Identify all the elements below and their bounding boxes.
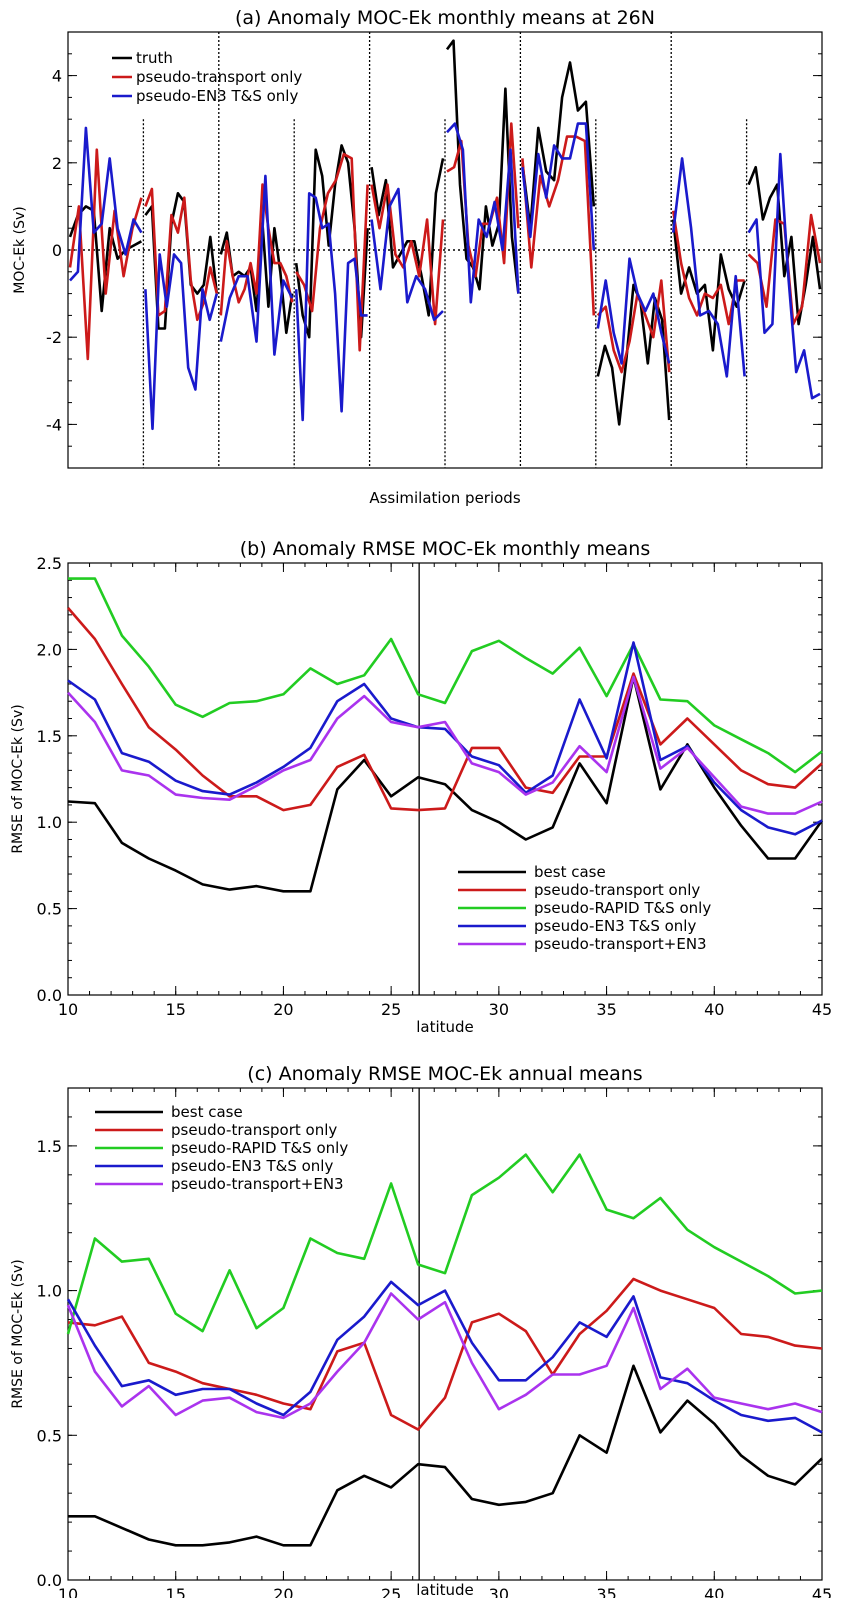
x-tick-label: 20 [273,1000,293,1019]
series-line-pseudo-en3-t-s-only [671,157,746,378]
legend-label-pseudo-en3-t-s-only: pseudo-EN3 T&S only [534,917,696,935]
legend-label-pseudo-en3-t-s-only: pseudo-EN3 T&S only [171,1157,333,1175]
x-tick-label: 15 [166,1000,186,1019]
x-axis-label: Assimilation periods [369,489,520,507]
legend-label-pseudo-rapid-t-s-only: pseudo-RAPID T&S only [534,899,711,917]
x-tick-label: 30 [489,1000,509,1019]
x-tick-label: 10 [58,1585,78,1598]
legend-label-pseudo-en3-t-s-only: pseudo-EN3 T&S only [136,87,298,105]
series-line-pseudo-en3-t-s-only [294,192,368,422]
series-line-pseudo-transport-en3 [67,675,823,815]
x-tick-label: 45 [812,1000,832,1019]
series-line-pseudo-rapid-t-s-only [66,1153,823,1335]
legend-label-pseudo-transport-en3: pseudo-transport+EN3 [534,935,707,953]
series-line-pseudo-transport-only [68,148,143,361]
x-tick-label: 40 [704,1585,724,1598]
series-line-pseudo-en3-t-s-only [69,126,143,282]
legend-label-truth: truth [136,49,173,67]
y-tick-label: 4 [52,67,62,86]
x-tick-label: 10 [58,1000,78,1019]
series-line-pseudo-transport-only [67,607,823,812]
x-axis-label: latitude [416,1581,474,1598]
y-tick-label: 2.0 [37,640,62,659]
x-tick-label: 35 [596,1000,616,1019]
series-line-pseudo-transport-only [446,122,520,278]
legend-label-pseudo-transport-only: pseudo-transport only [534,881,700,899]
y-axis-label: RMSE of MOC-Ek (Sv) [10,704,26,853]
series-line-pseudo-transport-only [219,183,294,316]
panel-c: (c) Anomaly RMSE MOC-Ek annual means 0.0 0… [10,1063,832,1602]
series-line-pseudo-en3-t-s-only [747,152,821,400]
series-line-pseudo-en3-t-s-only [66,1280,823,1434]
series-line-pseudo-rapid-t-s-only [68,577,823,774]
series-line-pseudo-transport-only [370,183,445,326]
x-tick-label: 25 [381,1585,401,1598]
y-tick-label: -4 [46,415,62,434]
y-tick-label: 0.5 [37,1426,62,1445]
series-line-pseudo-en3-t-s-only [521,122,596,251]
x-axis-label: latitude [416,1018,474,1036]
panel-b: (b) Anomaly RMSE MOC-Ek monthly means 0.0… [10,538,832,1036]
legend-label-pseudo-transport-only: pseudo-transport only [136,68,302,86]
legend-label-pseudo-rapid-t-s-only: pseudo-RAPID T&S only [171,1139,348,1157]
chart-title: (b) Anomaly RMSE MOC-Ek monthly means [240,538,651,560]
series-line-best-case [68,1364,823,1547]
y-tick-label: 0.0 [37,986,62,1005]
plot-frame [67,562,823,996]
series-line-pseudo-en3-t-s-only [596,257,671,365]
y-axis-label: MOC-Ek (Sv) [12,206,28,293]
legend-label-best-case: best case [534,863,606,881]
legend-label-pseudo-transport-only: pseudo-transport only [171,1121,337,1139]
series-line-truth [445,39,520,294]
series-line-pseudo-transport-only [295,152,369,352]
x-tick-label: 25 [381,1000,401,1019]
series-line-pseudo-en3-t-s-only [144,253,219,431]
y-tick-label: 0.5 [37,900,62,919]
series-line-pseudo-en3-t-s-only [370,187,444,322]
x-tick-label: 30 [489,1585,509,1598]
x-tick-label: 35 [596,1585,616,1598]
series-line-pseudo-transport-en3 [66,1292,823,1420]
y-tick-label: 2 [52,154,62,173]
chart-title: (c) Anomaly RMSE MOC-Ek annual means [247,1063,642,1085]
series-line-truth [747,165,822,326]
y-tick-label: 1.0 [37,813,62,832]
x-tick-label: 20 [273,1585,293,1598]
y-tick-label: 2.5 [37,554,62,573]
legend-label-pseudo-transport-en3: pseudo-transport+EN3 [171,1175,344,1193]
series-line-pseudo-en3-t-s-only [446,122,520,304]
y-tick-label: 1.0 [37,1282,62,1301]
x-tick-label: 40 [704,1000,724,1019]
y-tick-label: 1.5 [37,1137,62,1156]
y-tick-label: 0.0 [37,1571,62,1590]
series-line-truth [521,61,596,230]
panel-a: (a) Anomaly MOC-Ek monthly means at 26N -… [12,7,823,507]
y-tick-label: -2 [46,328,62,347]
x-tick-label: 45 [812,1585,832,1598]
legend-label-best-case: best case [171,1103,243,1121]
x-tick-label: 15 [166,1585,186,1598]
series-line-pseudo-transport-only [67,1277,823,1431]
chart-title: (a) Anomaly MOC-Ek monthly means at 26N [235,7,655,29]
series-line-pseudo-transport-only [521,135,596,316]
y-tick-label: 1.5 [37,727,62,746]
y-tick-label: 0 [52,241,62,260]
y-axis-label: RMSE of MOC-Ek (Sv) [10,1259,26,1408]
series-pseudo-en3-t-s-only [69,122,821,431]
series-line-pseudo-en3-t-s-only [219,174,294,356]
